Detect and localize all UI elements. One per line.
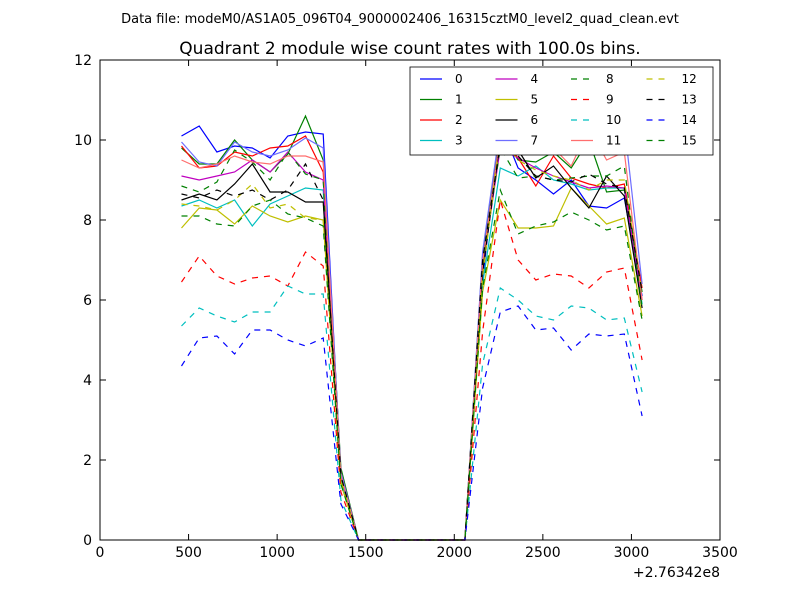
legend-label-3: 3 [455,134,463,148]
x-tick-label: 1000 [259,545,295,561]
legend-label-7: 7 [531,134,539,148]
y-tick-label: 10 [74,133,92,149]
x-tick-label: 1500 [348,545,384,561]
y-tick-label: 0 [83,533,92,549]
y-tick-label: 4 [83,373,92,389]
legend-label-13: 13 [682,93,697,107]
chart-title: Quadrant 2 module wise count rates with … [179,39,640,59]
x-tick-label: 2500 [525,545,561,561]
legend-label-1: 1 [455,93,463,107]
x-tick-label: 2000 [436,545,472,561]
legend-label-8: 8 [606,72,614,86]
legend-label-12: 12 [682,72,697,86]
legend-label-6: 6 [531,113,539,127]
axes-frame [99,59,721,541]
y-tick-label: 12 [74,53,92,69]
legend-label-4: 4 [531,72,539,86]
legend-label-11: 11 [606,134,621,148]
x-tick-label: 500 [175,545,202,561]
x-tick-label: 3000 [614,545,650,561]
legend-label-10: 10 [606,113,621,127]
x-offset-label: +2.76342e8 [633,565,720,581]
y-tick-label: 2 [83,453,92,469]
x-tick-label: 3500 [702,545,738,561]
legend-label-5: 5 [531,93,539,107]
legend-label-0: 0 [455,72,463,86]
y-tick-label: 6 [83,293,92,309]
legend-label-2: 2 [455,113,463,127]
legend-label-15: 15 [682,134,697,148]
legend-label-14: 14 [682,113,697,127]
legend-label-9: 9 [606,93,614,107]
x-tick-label: 0 [96,545,105,561]
figure-suptitle: Data file: modeM0/AS1A05_096T04_90000024… [121,12,679,27]
series-line-14 [180,305,643,541]
y-tick-label: 8 [83,213,92,229]
